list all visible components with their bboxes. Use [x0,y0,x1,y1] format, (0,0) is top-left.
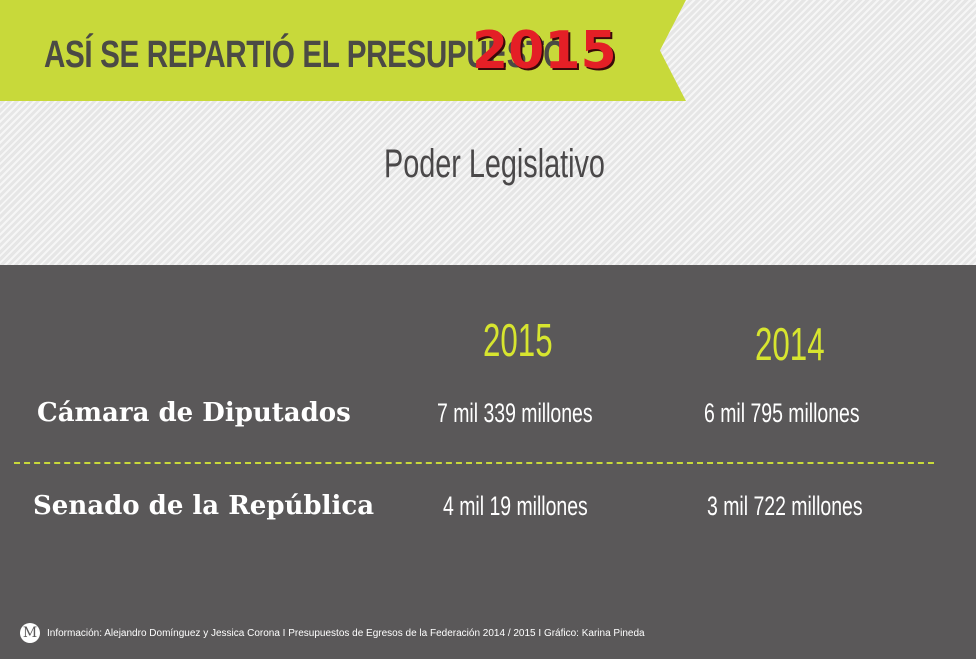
row-label-senado: Senado de la República [33,491,375,521]
header-area: ASÍ SE REPARTIÓ EL PRESUPUESTO 2015 Pode… [0,0,976,265]
column-header-2015: 2015 [483,314,553,366]
milenio-logo: M [20,623,40,643]
value-senado-2015: 4 mil 19 millones [443,491,588,521]
budget-table: 2015 2014 Cámara de Diputados 7 mil 339 … [0,265,976,659]
column-header-2014: 2014 [755,318,825,370]
section-title: Poder Legislativo [384,142,605,186]
banner-year: 2015 [472,21,617,81]
title-banner: ASÍ SE REPARTIÓ EL PRESUPUESTO 2015 [0,0,686,101]
footer-credits: Información: Alejandro Domínguez y Jessi… [47,628,645,639]
row-divider [14,462,934,464]
row-label-camara: Cámara de Diputados [37,398,351,428]
value-camara-2014: 6 mil 795 millones [704,398,860,428]
banner-title: ASÍ SE REPARTIÓ EL PRESUPUESTO [44,34,566,76]
value-camara-2015: 7 mil 339 millones [437,398,593,428]
value-senado-2014: 3 mil 722 millones [707,491,863,521]
